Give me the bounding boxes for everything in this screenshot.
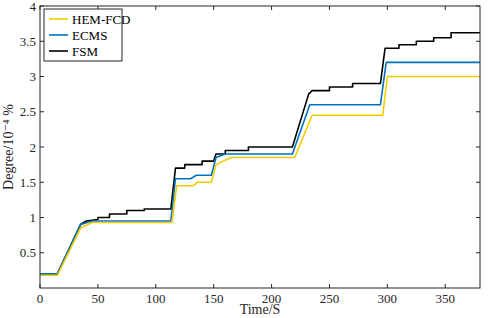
series-line: [40, 33, 480, 274]
y-tick-label: 3: [30, 69, 37, 84]
plot-frame: [40, 6, 480, 288]
y-tick-label: 2.5: [20, 104, 36, 119]
series-line: [40, 77, 480, 276]
x-tick: [387, 284, 388, 288]
y-tick-label: 4: [30, 0, 37, 14]
y-tick: [476, 217, 480, 218]
x-tick-label: 300: [378, 291, 398, 306]
x-tick: [271, 6, 272, 10]
y-tick: [40, 217, 44, 218]
x-tick: [97, 284, 98, 288]
x-axis-label: Time/S: [240, 302, 281, 317]
plot-area: [40, 6, 480, 288]
x-tick: [387, 6, 388, 10]
y-tick: [476, 111, 480, 112]
y-tick: [476, 182, 480, 183]
y-tick: [40, 252, 44, 253]
x-tick-label: 50: [91, 291, 104, 306]
y-tick: [476, 41, 480, 42]
chart: 0501001502002503003500.511.522.533.54HEM…: [0, 0, 500, 318]
x-tick: [155, 284, 156, 288]
x-tick: [445, 284, 446, 288]
y-axis-label: Degree/10⁻⁴ %: [1, 104, 16, 190]
y-tick: [40, 41, 44, 42]
x-tick-label: 0: [37, 291, 44, 306]
legend-swatch: [49, 18, 68, 20]
x-tick: [213, 284, 214, 288]
x-tick: [329, 6, 330, 10]
x-tick: [271, 284, 272, 288]
x-tick: [329, 284, 330, 288]
y-tick: [40, 111, 44, 112]
x-tick-label: 100: [146, 291, 166, 306]
y-tick-label: 1.5: [20, 175, 36, 190]
legend-label: HEM-FCD: [72, 12, 131, 27]
x-tick-label: 250: [320, 291, 340, 306]
y-tick: [40, 182, 44, 183]
x-tick: [155, 6, 156, 10]
legend-swatch: [49, 34, 68, 36]
x-tick: [213, 6, 214, 10]
x-tick: [445, 6, 446, 10]
y-tick-label: 3.5: [20, 34, 36, 49]
y-tick: [476, 147, 480, 148]
y-tick: [40, 147, 44, 148]
y-tick: [476, 252, 480, 253]
series-line: [40, 62, 480, 274]
y-tick-label: 0.5: [20, 245, 36, 260]
legend-label: ECMS: [72, 28, 107, 43]
x-tick-label: 350: [436, 291, 456, 306]
series-group: [40, 33, 480, 276]
legend-swatch: [49, 50, 68, 52]
x-tick-label: 150: [204, 291, 224, 306]
y-tick-label: 2: [30, 140, 37, 155]
y-tick-label: 1: [30, 210, 37, 225]
y-tick: [40, 76, 44, 77]
legend-label: FSM: [72, 44, 98, 59]
